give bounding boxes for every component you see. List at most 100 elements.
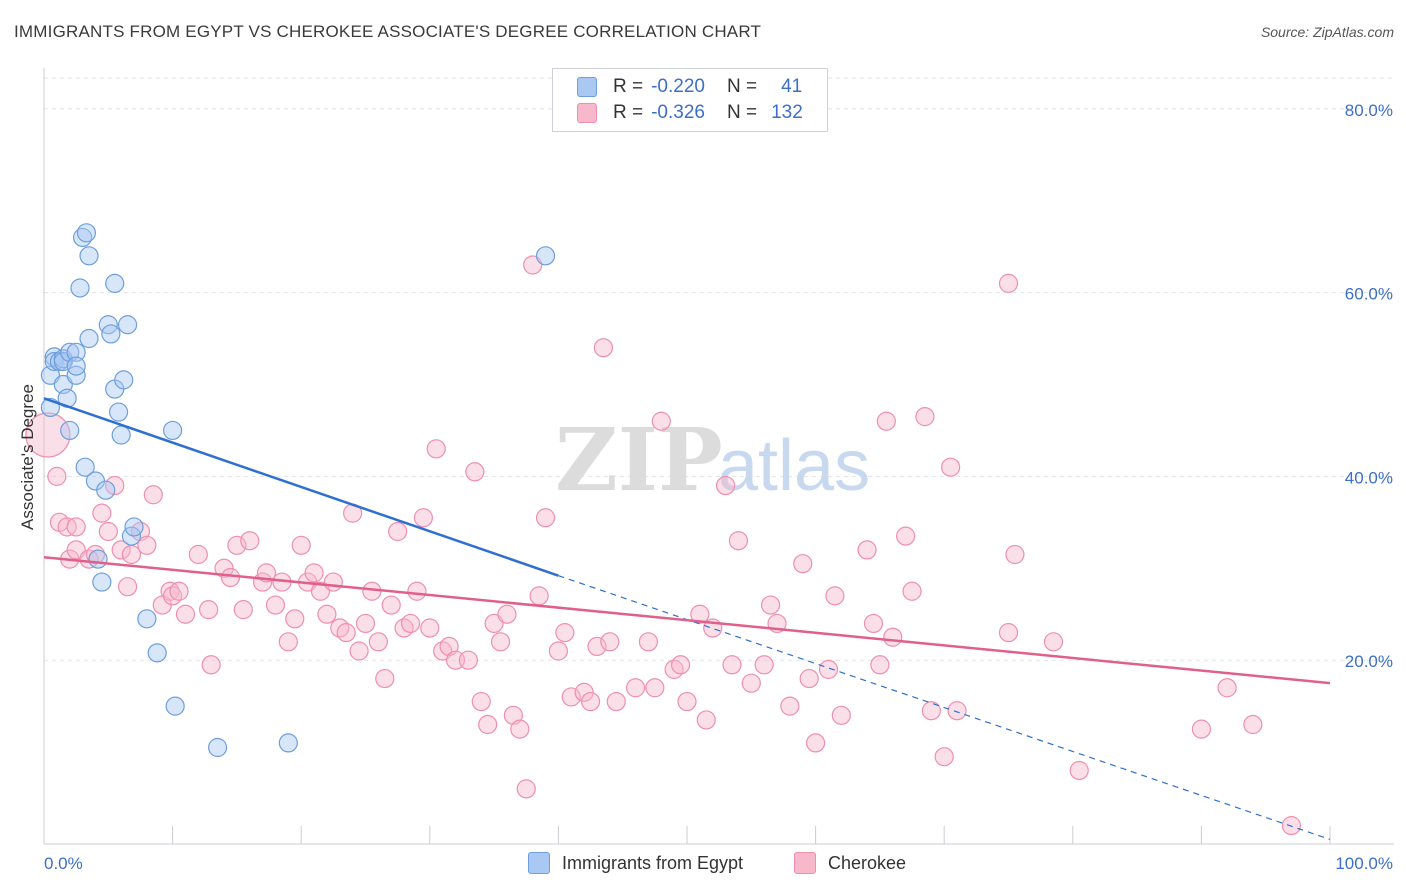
egypt-point <box>147 643 167 663</box>
cherokee-point <box>857 540 877 560</box>
cherokee-point <box>529 586 549 606</box>
cherokee-point <box>458 650 478 670</box>
egypt-point <box>535 246 556 266</box>
legend-row-egypt: R = -0.220 N = 41 <box>577 75 802 99</box>
cherokee-point <box>561 687 581 707</box>
egypt-point <box>278 733 298 753</box>
cherokee-point <box>137 535 157 555</box>
cherokee-point <box>169 581 189 601</box>
cherokee-point <box>818 659 839 679</box>
cherokee-point <box>381 595 401 615</box>
cherokee-point <box>548 641 569 661</box>
cherokee-point <box>92 503 112 523</box>
cherokee-point <box>754 655 774 675</box>
cherokee-point <box>870 655 890 675</box>
legend-row-cherokee: R = -0.326 N = 132 <box>577 101 803 125</box>
cherokee-point <box>863 613 884 634</box>
y-tick-label: 40.0% <box>1345 468 1393 487</box>
cherokee-point <box>420 618 440 638</box>
y-tick-label: 20.0% <box>1345 652 1393 671</box>
grid-lines <box>44 77 1394 661</box>
cherokee-point <box>516 779 536 799</box>
cherokee-point <box>998 623 1019 643</box>
egypt-point <box>111 425 131 445</box>
cherokee-point <box>760 595 781 615</box>
cherokee-point <box>413 508 433 528</box>
cherokee-point <box>670 655 691 675</box>
egypt-point <box>163 420 183 441</box>
egypt-point <box>75 457 95 477</box>
legend-r-label: R = <box>613 76 644 97</box>
egypt-point <box>79 246 99 266</box>
legend-n-label: N = <box>726 102 758 123</box>
egypt-point <box>105 273 125 293</box>
cherokee-point <box>510 719 530 739</box>
legend-n-value: 132 <box>771 102 803 123</box>
cherokee-point <box>349 641 369 661</box>
legend-r-label: R = <box>613 102 644 123</box>
cherokee-trend-line <box>43 556 1331 685</box>
egypt-trend-extension <box>558 575 1331 840</box>
cherokee-point <box>741 673 761 693</box>
bottom-legend-cherokee: Cherokee <box>794 852 906 874</box>
cherokee-point <box>105 475 125 496</box>
cherokee-point <box>317 604 337 624</box>
cherokee-point <box>465 462 485 482</box>
cherokee-point <box>497 604 517 624</box>
cherokee-point <box>368 632 388 652</box>
cherokee-point <box>471 691 491 712</box>
cherokee-point <box>388 521 408 542</box>
x-tick-label: 0.0% <box>44 854 83 873</box>
cherokee-point <box>606 691 626 712</box>
cherokee-point <box>535 508 556 528</box>
cherokee-point <box>98 521 118 542</box>
cherokee-point <box>375 668 395 689</box>
tick-labels: 20.0% 40.0% 60.0% 80.0% 0.0% 100.0% <box>44 101 1393 873</box>
egypt-point <box>165 696 185 716</box>
legend-swatch-cherokee <box>577 103 597 123</box>
legend-r-value: -0.326 <box>651 102 705 123</box>
cherokee-point <box>831 705 851 725</box>
egypt-point <box>124 517 144 537</box>
cherokee-point <box>25 412 71 458</box>
x-tick-label: 100.0% <box>1335 854 1393 873</box>
cherokee-point <box>304 563 324 583</box>
egypt-point <box>66 342 86 362</box>
cherokee-point <box>722 655 742 675</box>
cherokee-point <box>199 600 219 620</box>
cherokee-point <box>580 691 601 712</box>
cherokee-point <box>593 338 614 358</box>
egypt-point <box>117 315 138 335</box>
egypt-point <box>76 223 97 243</box>
cherokee-point <box>175 604 196 624</box>
cherokee-point <box>645 678 665 698</box>
cherokee-point <box>805 733 826 753</box>
cherokee-point <box>1243 714 1263 735</box>
egypt-point <box>208 737 228 758</box>
cherokee-point <box>998 273 1019 293</box>
cherokee-point <box>799 668 819 689</box>
cherokee-point <box>825 586 845 606</box>
bottom-legend-egypt: Immigrants from Egypt <box>528 852 743 874</box>
cherokee-point <box>555 623 575 643</box>
legend-swatch-egypt <box>577 77 597 97</box>
cherokee-point <box>407 581 427 601</box>
cherokee-point <box>896 526 916 546</box>
cherokee-point <box>793 554 813 574</box>
legend-r-value: -0.220 <box>651 76 705 97</box>
legend-n-value: 41 <box>781 76 803 97</box>
cherokee-point <box>941 457 961 477</box>
axes <box>43 68 1394 845</box>
cherokee-point <box>915 407 935 427</box>
cherokee-point <box>1005 544 1025 565</box>
egypt-point <box>96 480 116 500</box>
cherokee-point <box>587 636 607 657</box>
cherokee-point <box>362 581 382 601</box>
cherokee-point <box>66 517 86 537</box>
egypt-point <box>108 402 129 422</box>
egypt-point <box>88 549 108 569</box>
cherokee-point <box>600 632 620 652</box>
cherokee-point <box>220 567 241 588</box>
bottom-legend-swatch-cherokee <box>794 852 816 874</box>
